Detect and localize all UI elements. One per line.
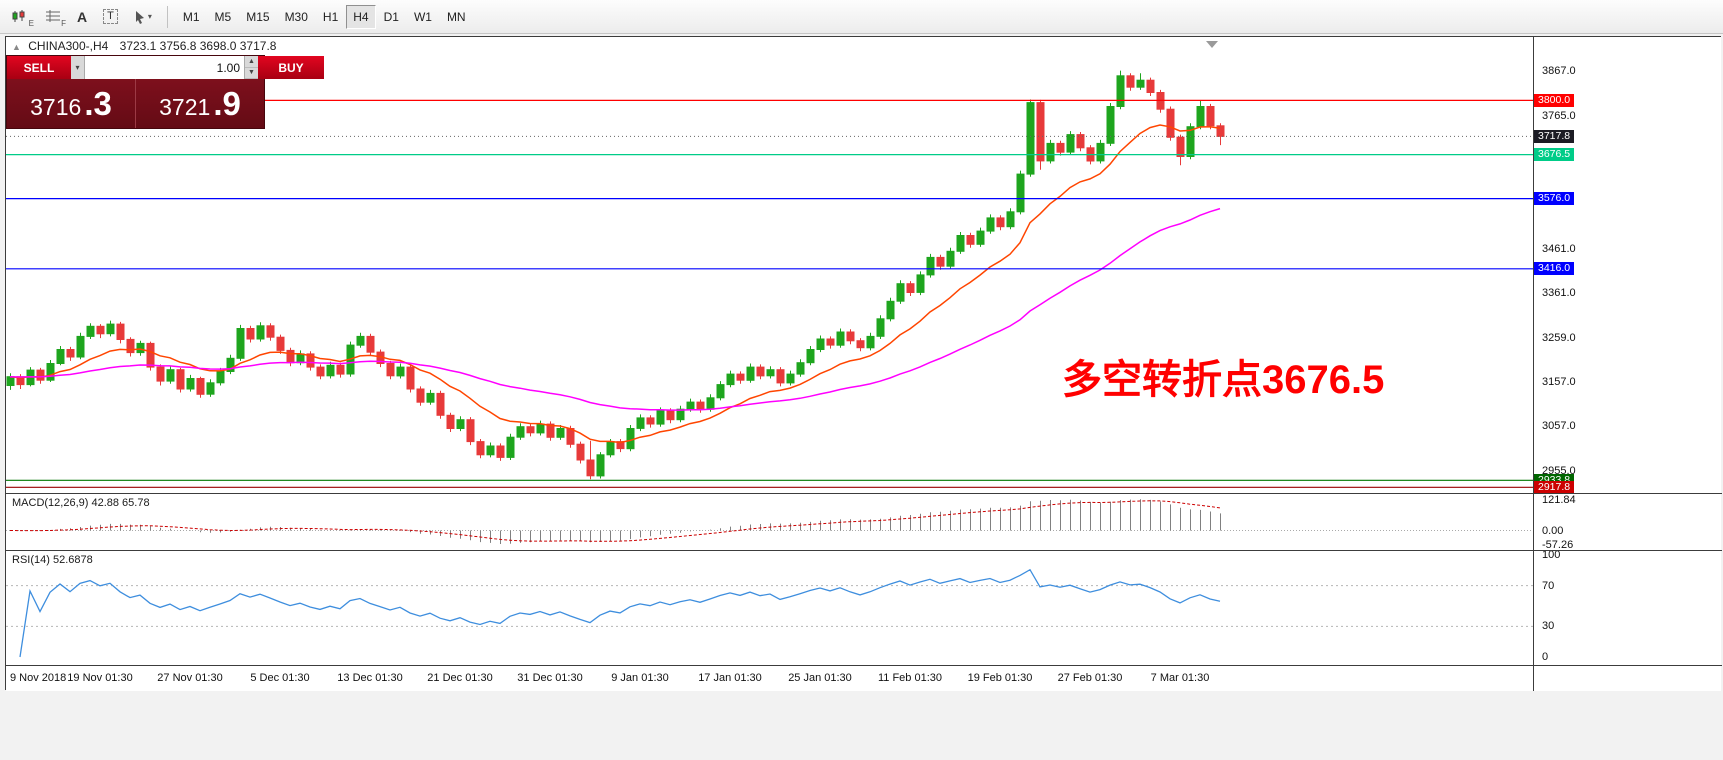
chart-style-button[interactable]: E bbox=[4, 5, 36, 29]
template-tool-button[interactable]: T bbox=[96, 5, 125, 29]
timeframe-button-m15[interactable]: M15 bbox=[246, 9, 270, 24]
timeframe-button-m30[interactable]: M30 bbox=[284, 9, 308, 24]
price-tick: 3461.0 bbox=[1542, 243, 1576, 256]
time-label: 27 Nov 01:30 bbox=[157, 672, 223, 684]
timeframe-button-m5[interactable]: M5 bbox=[214, 9, 232, 24]
pane-separator[interactable] bbox=[6, 550, 1722, 551]
macd-tick: -57.26 bbox=[1542, 538, 1574, 551]
time-axis[interactable]: 9 Nov 2018 19 Nov 01:30 27 Nov 01:30 5 Dec … bbox=[6, 666, 1533, 691]
timeframe-button-d1[interactable]: D1 bbox=[383, 9, 399, 24]
timeframe-button-w1[interactable]: W1 bbox=[413, 9, 432, 24]
buy-button[interactable]: BUY bbox=[258, 56, 324, 79]
toolbar-separator bbox=[166, 5, 168, 28]
template-tool-icon: T bbox=[103, 9, 118, 24]
time-label: 19 Feb 01:30 bbox=[967, 672, 1033, 684]
timeframe-button-h4[interactable]: H4 bbox=[346, 4, 376, 29]
time-label: 9 Jan 01:30 bbox=[611, 672, 669, 684]
price-tick: 3765.0 bbox=[1542, 109, 1576, 122]
chart-window: ▲ CHINA300-,H4 3723.1 3756.8 3698.0 3717… bbox=[5, 36, 1722, 691]
chart-annotation: 多空转折点3676.5 bbox=[1062, 358, 1385, 402]
price-tag-2917.8: 2917.8 bbox=[1534, 480, 1575, 494]
time-label: 9 Nov 2018 bbox=[10, 672, 67, 684]
price-tag-3800.0: 3800.0 bbox=[1534, 93, 1575, 107]
time-label: 27 Feb 01:30 bbox=[1057, 672, 1123, 684]
time-label: 17 Jan 01:30 bbox=[698, 672, 762, 684]
time-label: 25 Jan 01:30 bbox=[788, 672, 852, 684]
grid-icon bbox=[46, 10, 60, 22]
chart-style-badge: E bbox=[28, 18, 34, 28]
buy-price[interactable]: 3721 .9 bbox=[135, 79, 264, 128]
price-tick: 3157.0 bbox=[1542, 376, 1576, 389]
chevron-down-icon: ▾ bbox=[147, 12, 152, 21]
time-label: 31 Dec 01:30 bbox=[517, 672, 583, 684]
timeframe-button-m1[interactable]: M1 bbox=[182, 9, 200, 24]
rsi-panel[interactable]: RSI(14) 52.6878 bbox=[6, 551, 1533, 665]
rsi-tick: 30 bbox=[1542, 620, 1555, 633]
buy-price-frac: .9 bbox=[213, 85, 241, 122]
time-label: 19 Nov 01:30 bbox=[67, 672, 133, 684]
price-tick: 3057.0 bbox=[1542, 420, 1576, 433]
main-chart[interactable]: ▲ CHINA300-,H4 3723.1 3756.8 3698.0 3717… bbox=[6, 37, 1533, 493]
sell-price-frac: .3 bbox=[84, 85, 112, 122]
candlestick-plot[interactable] bbox=[6, 37, 1533, 493]
rsi-plot[interactable] bbox=[6, 551, 1533, 665]
sell-button[interactable]: SELL bbox=[7, 56, 71, 79]
time-label: 21 Dec 01:30 bbox=[427, 672, 493, 684]
price-tag-3416.0: 3416.0 bbox=[1534, 262, 1575, 276]
price-tag-3676.5: 3676.5 bbox=[1534, 148, 1575, 162]
cursor-arrow-icon bbox=[135, 10, 144, 24]
timeframe-group: M1 M5 M15 M30 H1 H4 D1 W1 MN bbox=[176, 4, 473, 29]
volume-stepper: ▲ ▼ bbox=[244, 56, 258, 79]
price-tag-3717.8: 3717.8 bbox=[1534, 129, 1575, 143]
timeframe-button-h1[interactable]: H1 bbox=[322, 9, 339, 24]
price-tag-3576.0: 3576.0 bbox=[1534, 192, 1575, 206]
time-label: 7 Mar 01:30 bbox=[1150, 672, 1210, 684]
symbol-name: CHINA300-,H4 bbox=[28, 39, 109, 53]
rsi-tick: 70 bbox=[1542, 579, 1555, 592]
pane-separator[interactable] bbox=[6, 665, 1722, 666]
time-label: 5 Dec 01:30 bbox=[250, 672, 310, 684]
toolbar: E F A T ▾ M1 M5 M15 M30 H1 H4 D1 W1 MN bbox=[0, 0, 1723, 34]
chart-title: ▲ CHINA300-,H4 3723.1 3756.8 3698.0 3717… bbox=[12, 39, 276, 53]
ohlc-values: 3723.1 3756.8 3698.0 3717.8 bbox=[119, 39, 277, 53]
buy-price-main: 3721 bbox=[159, 94, 211, 120]
rsi-label: RSI(14) 52.6878 bbox=[12, 554, 93, 566]
text-tool-button[interactable]: A bbox=[70, 5, 94, 29]
time-label: 13 Dec 01:30 bbox=[337, 672, 403, 684]
timeframe-button-mn[interactable]: MN bbox=[446, 9, 466, 24]
rsi-tick: 0 bbox=[1542, 651, 1549, 663]
volume-input[interactable] bbox=[85, 56, 244, 79]
price-tick: 3361.0 bbox=[1542, 286, 1576, 299]
volume-dropdown-icon[interactable]: ▾ bbox=[71, 56, 85, 79]
macd-tick: 121.84 bbox=[1542, 494, 1576, 507]
macd-panel[interactable]: MACD(12,26,9) 42.88 65.78 bbox=[6, 494, 1533, 550]
macd-plot[interactable] bbox=[6, 494, 1533, 550]
cursor-tool-button[interactable]: ▾ bbox=[127, 5, 159, 29]
market-grid-badge: F bbox=[61, 18, 66, 28]
time-label: 11 Feb 01:30 bbox=[877, 672, 942, 684]
sell-price[interactable]: 3716 .3 bbox=[7, 79, 135, 128]
candlestick-chart-icon bbox=[12, 10, 25, 22]
sell-price-main: 3716 bbox=[30, 94, 82, 120]
volume-down-button[interactable]: ▼ bbox=[245, 68, 258, 79]
macd-label: MACD(12,26,9) 42.88 65.78 bbox=[12, 497, 150, 509]
volume-up-button[interactable]: ▲ bbox=[245, 56, 258, 68]
pane-separator[interactable] bbox=[6, 493, 1722, 494]
collapse-trade-panel-icon[interactable]: ▲ bbox=[12, 42, 21, 52]
macd-tick: 0.00 bbox=[1542, 524, 1564, 537]
price-tick: 3867.0 bbox=[1542, 65, 1576, 77]
text-tool-icon: A bbox=[77, 8, 88, 25]
price-axis[interactable]: 3867.0 3765.0 3461.0 3361.0 3259.0 3157.0 3057… bbox=[1533, 37, 1721, 691]
rsi-tick: 100 bbox=[1542, 549, 1561, 561]
one-click-trading-panel: SELL ▾ ▲ ▼ BUY 3716 .3 3721 .9 bbox=[6, 55, 324, 129]
price-tick: 3259.0 bbox=[1542, 331, 1576, 344]
market-grid-button[interactable]: F bbox=[38, 5, 68, 29]
